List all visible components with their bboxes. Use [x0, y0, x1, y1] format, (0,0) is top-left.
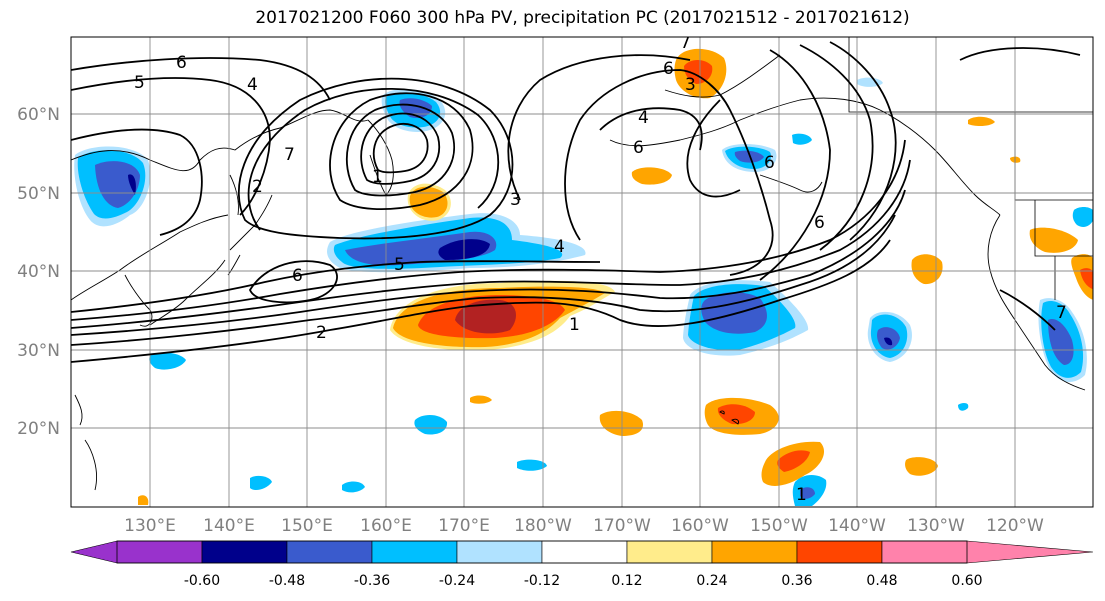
- colorbar-segment: [201, 540, 288, 564]
- lon-label: 180°W: [514, 516, 572, 536]
- contour-label: 6: [663, 59, 674, 79]
- contour-label: 3: [685, 75, 696, 95]
- lat-labels: 60°N 50°N 40°N 30°N 20°N: [17, 105, 60, 439]
- colorbar-tick-label: -0.60: [184, 573, 220, 589]
- contour-label: 6: [814, 213, 825, 233]
- colorbar-tick-label: -0.36: [354, 573, 390, 589]
- lon-label: 140°E: [203, 516, 255, 536]
- contour-label: 6: [764, 153, 775, 173]
- contour-label: 4: [247, 75, 258, 95]
- lon-label: 150°W: [750, 516, 808, 536]
- lon-label: 160°E: [360, 516, 412, 536]
- lon-label: 150°E: [281, 516, 333, 536]
- lon-label: 170°W: [593, 516, 651, 536]
- pv-contours: [71, 41, 1081, 363]
- lon-label: 170°E: [438, 516, 490, 536]
- colorbar-tick-label: 0.24: [696, 573, 727, 589]
- contour-label: 7: [680, 33, 691, 53]
- colorbar-segment: [626, 540, 713, 564]
- contour-labels: 6 5 4 3 2 1 7 6 5 4 2 1 6 7 6 3 4 6 6 7 …: [134, 33, 1067, 505]
- colorbar-extend-high: [881, 540, 1094, 564]
- contour-label: 5: [134, 73, 145, 93]
- colorbar-segment: [541, 540, 628, 564]
- colorbar-tick-label: -0.24: [439, 573, 475, 589]
- contour-label: 5: [394, 255, 405, 275]
- colorbar: -0.60 -0.48 -0.36 -0.24 -0.12 0.12 0.24 …: [70, 540, 1094, 589]
- lat-label: 30°N: [17, 341, 60, 361]
- contour-label: 7: [1056, 303, 1067, 323]
- lon-labels: 130°E 140°E 150°E 160°E 170°E 180°W 170°…: [124, 516, 1044, 536]
- lat-label: 20°N: [17, 419, 60, 439]
- contour-label: 2: [316, 323, 327, 343]
- contour-label: 2: [252, 177, 263, 197]
- contour-label: 7: [284, 145, 295, 165]
- lon-label: 140°W: [828, 516, 886, 536]
- colorbar-segment: [371, 540, 458, 564]
- colorbar-tick-label: 0.36: [781, 573, 812, 589]
- lat-label: 50°N: [17, 184, 60, 204]
- colorbar-segment: [456, 540, 543, 564]
- lon-label: 130°W: [907, 516, 965, 536]
- colorbar-tick-label: 0.60: [951, 573, 982, 589]
- colorbar-frame: [116, 540, 968, 564]
- colorbar-tick-label: -0.12: [524, 573, 560, 589]
- map-title: 2017021200 F060 300 hPa PV, precipitatio…: [255, 8, 910, 28]
- colorbar-ticks: -0.60 -0.48 -0.36 -0.24 -0.12 0.12 0.24 …: [184, 573, 983, 589]
- colorbar-segment: [711, 540, 798, 564]
- lat-label: 40°N: [17, 262, 60, 282]
- contour-label: 6: [292, 266, 303, 286]
- lat-label: 60°N: [17, 105, 60, 125]
- colorbar-segment: [796, 540, 883, 564]
- contour-label: 1: [372, 167, 383, 187]
- colorbar-tick-label: 0.48: [866, 573, 897, 589]
- map-frame: [70, 36, 1094, 508]
- colorbar-segments: [70, 540, 1094, 564]
- graticule: [71, 37, 1093, 507]
- contour-label: 3: [510, 190, 521, 210]
- colorbar-tick-label: -0.48: [269, 573, 305, 589]
- lon-label: 120°W: [986, 516, 1044, 536]
- contour-label: 1: [796, 485, 807, 505]
- lon-label: 130°E: [124, 516, 176, 536]
- contour-label: 1: [569, 315, 580, 335]
- colorbar-segment: [286, 540, 373, 564]
- lon-label: 160°W: [671, 516, 729, 536]
- colorbar-extend-low: [70, 540, 203, 564]
- contour-label: 4: [554, 237, 565, 257]
- colorbar-tick-label: 0.12: [611, 573, 642, 589]
- contour-label: 6: [633, 138, 644, 158]
- contour-label: 6: [176, 53, 187, 73]
- contour-label: 4: [638, 108, 649, 128]
- precip-shading: [74, 48, 1093, 506]
